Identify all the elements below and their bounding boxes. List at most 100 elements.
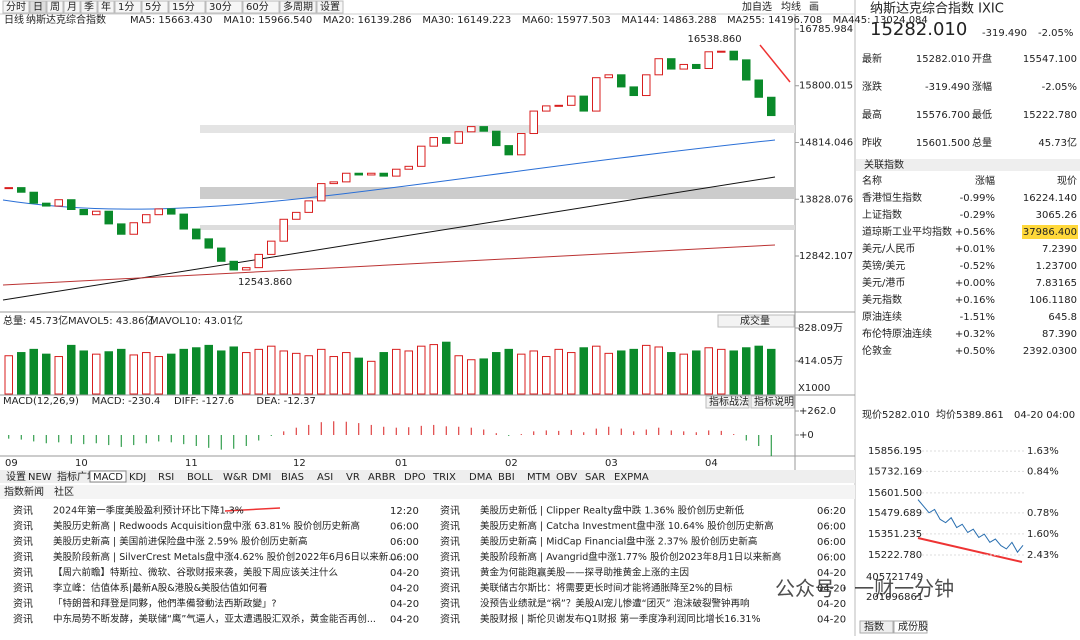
- indicator-tab[interactable]: ASI: [317, 472, 333, 483]
- indicator-tab[interactable]: 设置: [6, 471, 26, 483]
- period-button[interactable]: [168, 0, 206, 14]
- period-button[interactable]: [29, 0, 47, 14]
- related-name[interactable]: 美元/港币: [862, 276, 905, 289]
- indicator-tab[interactable]: KDJ: [129, 472, 146, 483]
- news-title[interactable]: 中东局势不断发酵，美联储“鹰”气逼人，亚太遭遇股汇双杀，黄金能否再创...: [53, 613, 376, 625]
- period-button[interactable]: [205, 0, 243, 14]
- related-name[interactable]: 香港恒生指数: [862, 191, 922, 204]
- related-name[interactable]: 原油连续: [862, 310, 902, 323]
- period-label[interactable]: 季: [84, 1, 94, 13]
- ma-label: MA20: 16139.286: [323, 15, 412, 26]
- indicator-tab[interactable]: VR: [346, 472, 360, 483]
- news-title[interactable]: 美股财报 | 斯伦贝谢发布Q1财报 第一季度净利润同比增长16.31%: [480, 613, 761, 625]
- period-label[interactable]: 多周期: [283, 0, 313, 13]
- period-label[interactable]: 60分: [246, 1, 269, 13]
- indicator-tab[interactable]: TRIX: [432, 472, 456, 483]
- indicator-tab[interactable]: BBI: [498, 472, 515, 483]
- indicator-tab[interactable]: W&R: [223, 472, 248, 483]
- indicator-button-label[interactable]: 指标说明: [754, 395, 794, 408]
- toolbar-button[interactable]: 画: [809, 2, 819, 13]
- indicator-tab[interactable]: MTM: [527, 472, 550, 483]
- candle: [617, 74, 626, 88]
- news-title[interactable]: 「特朗普和拜登是同夥，他們準備發動法西斯政變」?: [53, 598, 277, 610]
- indicator-button[interactable]: [750, 395, 795, 409]
- indicator-tab[interactable]: BIAS: [281, 472, 304, 483]
- indicator-tab[interactable]: 指标广场: [57, 470, 97, 483]
- indicator-button[interactable]: [705, 395, 750, 409]
- period-label[interactable]: 5分: [145, 1, 161, 13]
- bottom-tab[interactable]: [893, 620, 928, 634]
- highlight: [1022, 225, 1078, 239]
- period-button[interactable]: [97, 0, 115, 14]
- period-button[interactable]: [46, 0, 64, 14]
- related-name[interactable]: 道琼斯工业平均指数: [862, 225, 952, 238]
- indicator-tab[interactable]: EXPMA: [614, 472, 649, 483]
- intraday-volume-label: 201096861: [866, 592, 923, 603]
- period-button[interactable]: [242, 0, 280, 14]
- period-button[interactable]: [80, 0, 98, 14]
- indicator-tab[interactable]: SAR: [585, 472, 605, 483]
- related-name[interactable]: 伦敦金: [862, 344, 892, 357]
- indicator-tab[interactable]: OBV: [556, 472, 577, 483]
- news-title[interactable]: 李立峰：估值体系|最新A股&港股&美股估值如何看: [53, 582, 268, 594]
- indicator-tab[interactable]: BOLL: [187, 472, 213, 483]
- indicator-tab[interactable]: RSI: [158, 472, 174, 483]
- period-label[interactable]: 1分: [118, 1, 134, 13]
- news-title[interactable]: 美股阶段新高 | Avangrid盘中涨1.77% 股价创2023年8月1日以来…: [480, 551, 781, 563]
- toolbar-button[interactable]: 均线: [781, 0, 801, 13]
- news-title[interactable]: 2024年第一季度美股盈利预计环比下降1.3%: [53, 505, 244, 517]
- period-label[interactable]: 月: [67, 1, 77, 13]
- news-title[interactable]: 美股历史新高 | MidCap Financial盘中涨 2.37% 股价创历史…: [480, 536, 757, 548]
- period-label[interactable]: 周: [50, 1, 60, 13]
- bottom-tab-label[interactable]: 指数: [864, 620, 884, 633]
- indicator-tab[interactable]: MACD: [93, 472, 123, 483]
- news-title[interactable]: 美股历史新高 | Redwoods Acquisition盘中涨 63.81% …: [53, 520, 360, 532]
- news-tab[interactable]: 社区: [54, 485, 74, 498]
- volume-bar: [692, 350, 701, 395]
- news-tab[interactable]: 指数新闻: [4, 485, 44, 498]
- period-button[interactable]: [114, 0, 142, 14]
- period-button[interactable]: [63, 0, 81, 14]
- news-title[interactable]: 美股阶段新高 | SilverCrest Metals盘中涨4.62% 股价创2…: [53, 551, 398, 563]
- news-title[interactable]: 美股历史新低 | Clipper Realty盘中跌 1.36% 股价创历史新低: [480, 505, 745, 517]
- period-label[interactable]: 设置: [320, 1, 340, 13]
- intraday-axis-label: 15732.169: [868, 466, 922, 477]
- ma-label: MA5: 15663.430: [130, 15, 212, 26]
- news-title[interactable]: 美联储古尔斯比：将需要更长时间才能将通胀降至2%的目标: [480, 582, 733, 594]
- indicator-tab[interactable]: ARBR: [368, 472, 396, 483]
- news-title[interactable]: 美股历史新高 | 美国前进保险盘中涨 2.59% 股价创历史新高: [53, 536, 307, 548]
- period-button[interactable]: [141, 0, 169, 14]
- indicator-button-label[interactable]: 指标战法: [709, 395, 749, 408]
- related-name[interactable]: 布伦特原油连续: [862, 327, 932, 340]
- period-label[interactable]: 30分: [209, 1, 232, 13]
- bottom-tab[interactable]: [859, 620, 894, 634]
- period-label[interactable]: 日: [33, 2, 43, 13]
- news-source: 资讯: [440, 536, 460, 548]
- news-title[interactable]: 没预告业绩就是“祸”？美股AI宠儿惨遭“团灭” 泡沫破裂警钟再响: [480, 598, 750, 610]
- indicator-tab[interactable]: NEW: [28, 472, 52, 483]
- volume-button[interactable]: [717, 314, 795, 328]
- quote-change: -319.490: [982, 28, 1027, 39]
- related-name[interactable]: 英镑/美元: [862, 259, 905, 272]
- volume-button-label[interactable]: 成交量: [740, 314, 770, 327]
- news-title[interactable]: 黄金为何能跑赢美股——探寻助推黄金上涨的主因: [480, 567, 689, 579]
- period-label[interactable]: 分时: [6, 1, 26, 13]
- bottom-tab-label[interactable]: 成份股: [898, 621, 928, 633]
- period-button[interactable]: [316, 0, 344, 14]
- news-title[interactable]: 【周六前瞻】特斯拉、微软、谷歌财报来袭，美股下周应该关注什么: [53, 567, 338, 579]
- period-label[interactable]: 年: [101, 0, 111, 13]
- period-button[interactable]: [2, 0, 30, 14]
- toolbar-button[interactable]: 加自选: [742, 0, 772, 13]
- related-name[interactable]: 美元指数: [862, 293, 902, 306]
- arrow: [224, 507, 281, 512]
- related-name[interactable]: 美元/人民币: [862, 242, 915, 255]
- news-title[interactable]: 美股历史新高 | Catcha Investment盘中涨 10.64% 股价创…: [480, 520, 774, 532]
- intraday-axis-label: 15479.689: [868, 508, 922, 519]
- indicator-tab[interactable]: DMA: [469, 472, 492, 483]
- volume-bar: [404, 350, 413, 395]
- related-name[interactable]: 上证指数: [862, 208, 902, 221]
- indicator-tab[interactable]: DMI: [252, 472, 271, 483]
- period-label[interactable]: 15分: [172, 1, 195, 13]
- indicator-tab[interactable]: DPO: [404, 472, 426, 483]
- period-button[interactable]: [279, 0, 317, 14]
